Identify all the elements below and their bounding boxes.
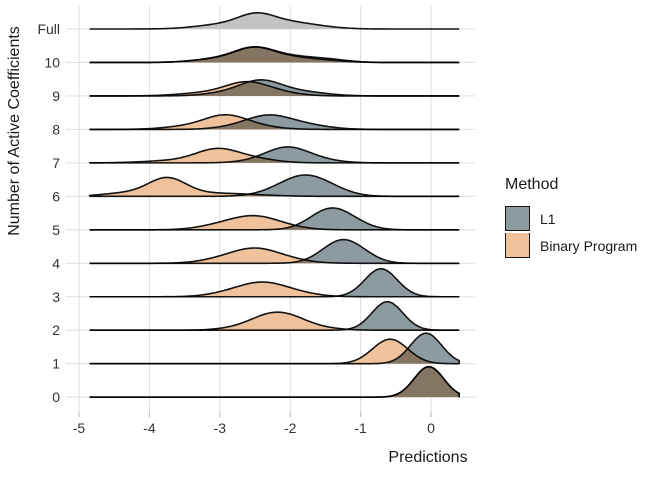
x-axis-title: Predictions [388,449,468,466]
density-curve-l1-row-4 [89,238,460,265]
binary-program-color-swatch-icon [505,233,530,258]
ridge-row-9 [89,79,460,97]
density-curve-l1-row-5 [89,207,460,231]
legend-item-l1: L1 [505,205,637,232]
x-tick-label: -2 [284,420,297,436]
ridge-row-0 [89,365,460,398]
ridge-row-Full [89,12,460,30]
density-curve-binary-program-row-5 [89,214,460,231]
density-curve-l1-row-9 [89,79,460,97]
y-row-label: 2 [52,322,60,338]
density-curve-l1-row-10 [89,46,460,64]
legend-item-label: Binary Program [540,237,638,254]
l1-color-swatch-icon [505,206,530,231]
legend-item-binary-program: Binary Program [505,232,637,259]
density-curve-l1-row-6 [89,174,460,198]
legend-title: Method [505,176,559,193]
x-tick-label: -3 [214,420,227,436]
x-tick-label: -1 [354,420,367,436]
x-tick-label: 0 [427,420,435,436]
y-row-label: Full [37,21,60,37]
density-curve-l1-row-7 [89,146,460,164]
density-curve-l1-row-2 [89,300,460,332]
y-row-label: 10 [44,54,60,70]
density-curve-l1-row-1 [89,332,460,365]
y-row-label: 7 [52,155,60,171]
x-tick-label: -4 [143,420,156,436]
x-tick-label: -5 [73,420,86,436]
y-row-label: 0 [52,389,60,405]
legend-items: L1 Binary Program [505,205,637,259]
y-row-label: 5 [52,222,60,238]
density-curve-l1-row-8 [89,114,460,131]
y-axis-title: Number of Active Coefficients [6,26,23,236]
legend-item-label: L1 [540,210,556,227]
density-curve-full-row-full [89,12,460,30]
density-curve-l1-row-3 [89,267,460,298]
y-row-label: 4 [52,255,60,271]
y-row-label: 8 [52,121,60,137]
ridge-row-7 [88,146,460,164]
ridge-row-1 [89,332,460,365]
y-row-label: 9 [52,88,60,104]
ridge-row-10 [89,46,460,64]
ridge-row-5 [89,207,460,231]
y-row-label: 6 [52,188,60,204]
density-curve-l1-row-0 [89,365,460,398]
legend: Method L1 Binary Program [505,176,637,259]
ridge-row-6 [88,174,460,198]
ridge-row-4 [89,238,460,265]
density-curve-binary-program-row-4 [89,247,460,265]
ridge-row-8 [89,113,460,131]
ridge-row-3 [89,267,460,298]
ridge-row-2 [89,300,460,332]
y-row-label: 1 [52,356,60,372]
y-row-label: 3 [52,289,60,305]
